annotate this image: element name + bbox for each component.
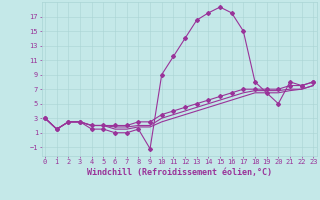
X-axis label: Windchill (Refroidissement éolien,°C): Windchill (Refroidissement éolien,°C) [87, 168, 272, 177]
